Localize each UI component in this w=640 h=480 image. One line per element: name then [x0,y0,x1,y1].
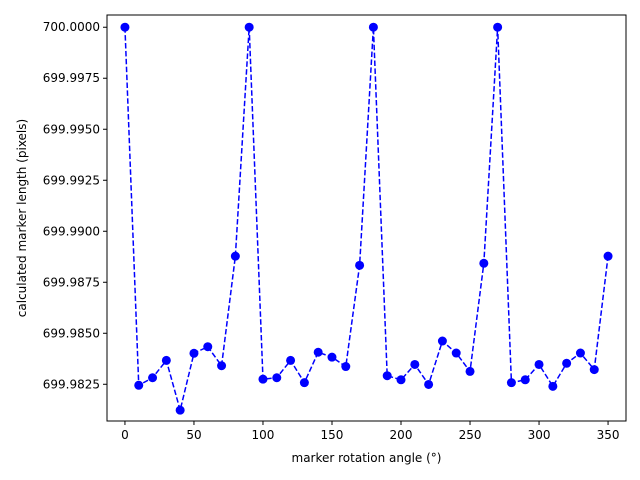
x-tick-label: 50 [186,428,201,442]
data-point [589,365,599,375]
data-point [534,359,544,369]
data-point [437,336,447,346]
x-tick-label: 0 [121,428,129,442]
y-tick-label: 699.9925 [43,173,100,187]
data-point [120,22,130,32]
y-tick-label: 699.9975 [43,71,100,85]
data-point [189,348,199,358]
data-point [161,355,171,365]
x-tick-label: 200 [390,428,413,442]
data-point [286,355,296,365]
data-point [299,378,309,388]
x-tick-label: 150 [321,428,344,442]
data-point [244,22,254,32]
data-point [341,362,351,372]
data-point [327,352,337,362]
y-tick-label: 699.9875 [43,275,100,289]
data-point [230,251,240,261]
y-tick-label: 699.9900 [43,224,100,238]
data-point [575,348,585,358]
data-point [258,374,268,384]
data-point [451,348,461,358]
data-point [175,405,185,415]
data-point [217,361,227,371]
data-point [410,359,420,369]
data-point [520,375,530,385]
series-markers [120,22,613,415]
y-axis-ticks: 699.9825 699.9850 699.9875 699.9900 699.9925… [43,20,107,391]
x-axis-label: marker rotation angle (°) [292,451,442,465]
y-tick-label: 699.9825 [43,377,100,391]
x-tick-label: 350 [597,428,620,442]
y-tick-label: 700.0000 [43,20,100,34]
y-tick-label: 699.9950 [43,122,100,136]
y-axis-label: calculated marker length (pixels) [15,119,29,317]
data-point [134,380,144,390]
data-point [548,381,558,391]
y-tick-label: 699.9850 [43,326,100,340]
data-point [396,375,406,385]
data-point [368,22,378,32]
plot-frame [106,14,627,422]
data-point [355,260,365,270]
data-point [493,22,503,32]
data-point [603,251,613,261]
data-point [424,379,434,389]
data-point [506,378,516,388]
data-point [479,258,489,268]
x-tick-label: 300 [528,428,551,442]
x-tick-label: 250 [459,428,482,442]
data-point [313,347,323,357]
data-point [272,373,282,383]
data-point [203,342,213,352]
x-axis-ticks: 0 50 100 150 200 250 300 350 [121,421,620,442]
data-point [465,366,475,376]
x-tick-label: 100 [252,428,275,442]
data-point [148,373,158,383]
data-point [382,371,392,381]
data-point [562,358,572,368]
